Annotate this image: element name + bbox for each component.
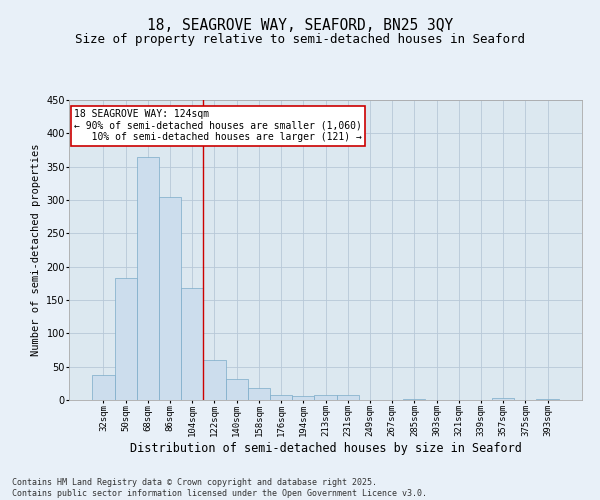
Text: 18, SEAGROVE WAY, SEAFORD, BN25 3QY: 18, SEAGROVE WAY, SEAFORD, BN25 3QY [147,18,453,32]
Bar [292,396,314,400]
Bar [492,398,514,400]
Y-axis label: Number of semi-detached properties: Number of semi-detached properties [31,144,41,356]
Bar [181,288,203,400]
Bar [137,156,159,400]
Bar [92,376,115,400]
Bar [536,398,559,400]
Text: 18 SEAGROVE WAY: 124sqm
← 90% of semi-detached houses are smaller (1,060)
   10%: 18 SEAGROVE WAY: 124sqm ← 90% of semi-de… [74,109,362,142]
X-axis label: Distribution of semi-detached houses by size in Seaford: Distribution of semi-detached houses by … [130,442,521,455]
Bar [115,278,137,400]
Bar [314,394,337,400]
Bar [248,388,270,400]
Text: Size of property relative to semi-detached houses in Seaford: Size of property relative to semi-detach… [75,32,525,46]
Bar [337,394,359,400]
Text: Contains HM Land Registry data © Crown copyright and database right 2025.
Contai: Contains HM Land Registry data © Crown c… [12,478,427,498]
Bar [203,360,226,400]
Bar [270,394,292,400]
Bar [159,196,181,400]
Bar [226,378,248,400]
